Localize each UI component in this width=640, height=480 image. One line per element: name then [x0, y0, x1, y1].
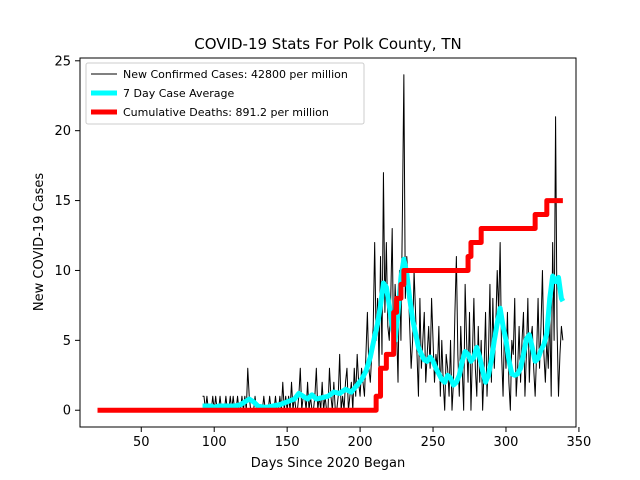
y-tick-label: 10: [54, 264, 71, 279]
plot-frame: [79, 57, 577, 428]
x-tick-label: 250: [421, 435, 446, 450]
y-tick-label: 5: [63, 334, 71, 349]
y-tick-label: 20: [54, 124, 71, 139]
y-axis: 0 5 10 15 20 25: [54, 54, 80, 419]
y-tick-label: 0: [63, 404, 71, 419]
legend-entry-2: Cumulative Deaths: 891.2 per million: [123, 106, 329, 119]
x-tick-label: 100: [202, 435, 227, 450]
legend-box: [85, 62, 365, 125]
series-line-2: [97, 198, 563, 413]
y-axis-label: New COVID-19 Cases: [32, 173, 47, 311]
x-tick-label: 50: [133, 435, 150, 450]
legend-entry-1: 7 Day Case Average: [123, 87, 235, 100]
x-axis-label: Days Since 2020 Began: [251, 456, 406, 471]
x-tick-label: 300: [494, 435, 519, 450]
y-tick-label: 15: [54, 194, 71, 209]
legend: New Confirmed Cases: 42800 per million 7 …: [85, 62, 365, 125]
y-tick-label: 25: [54, 54, 71, 69]
series-line-1: [202, 256, 566, 410]
legend-entry-0: New Confirmed Cases: 42800 per million: [123, 68, 348, 81]
x-axis: 50 100 150 200 250 300 350: [133, 427, 591, 450]
plot-area: [97, 74, 566, 413]
x-tick-label: 200: [348, 435, 373, 450]
chart-title: COVID-19 Stats For Polk County, TN: [194, 35, 461, 53]
x-tick-label: 350: [567, 435, 592, 450]
x-tick-label: 150: [275, 435, 300, 450]
